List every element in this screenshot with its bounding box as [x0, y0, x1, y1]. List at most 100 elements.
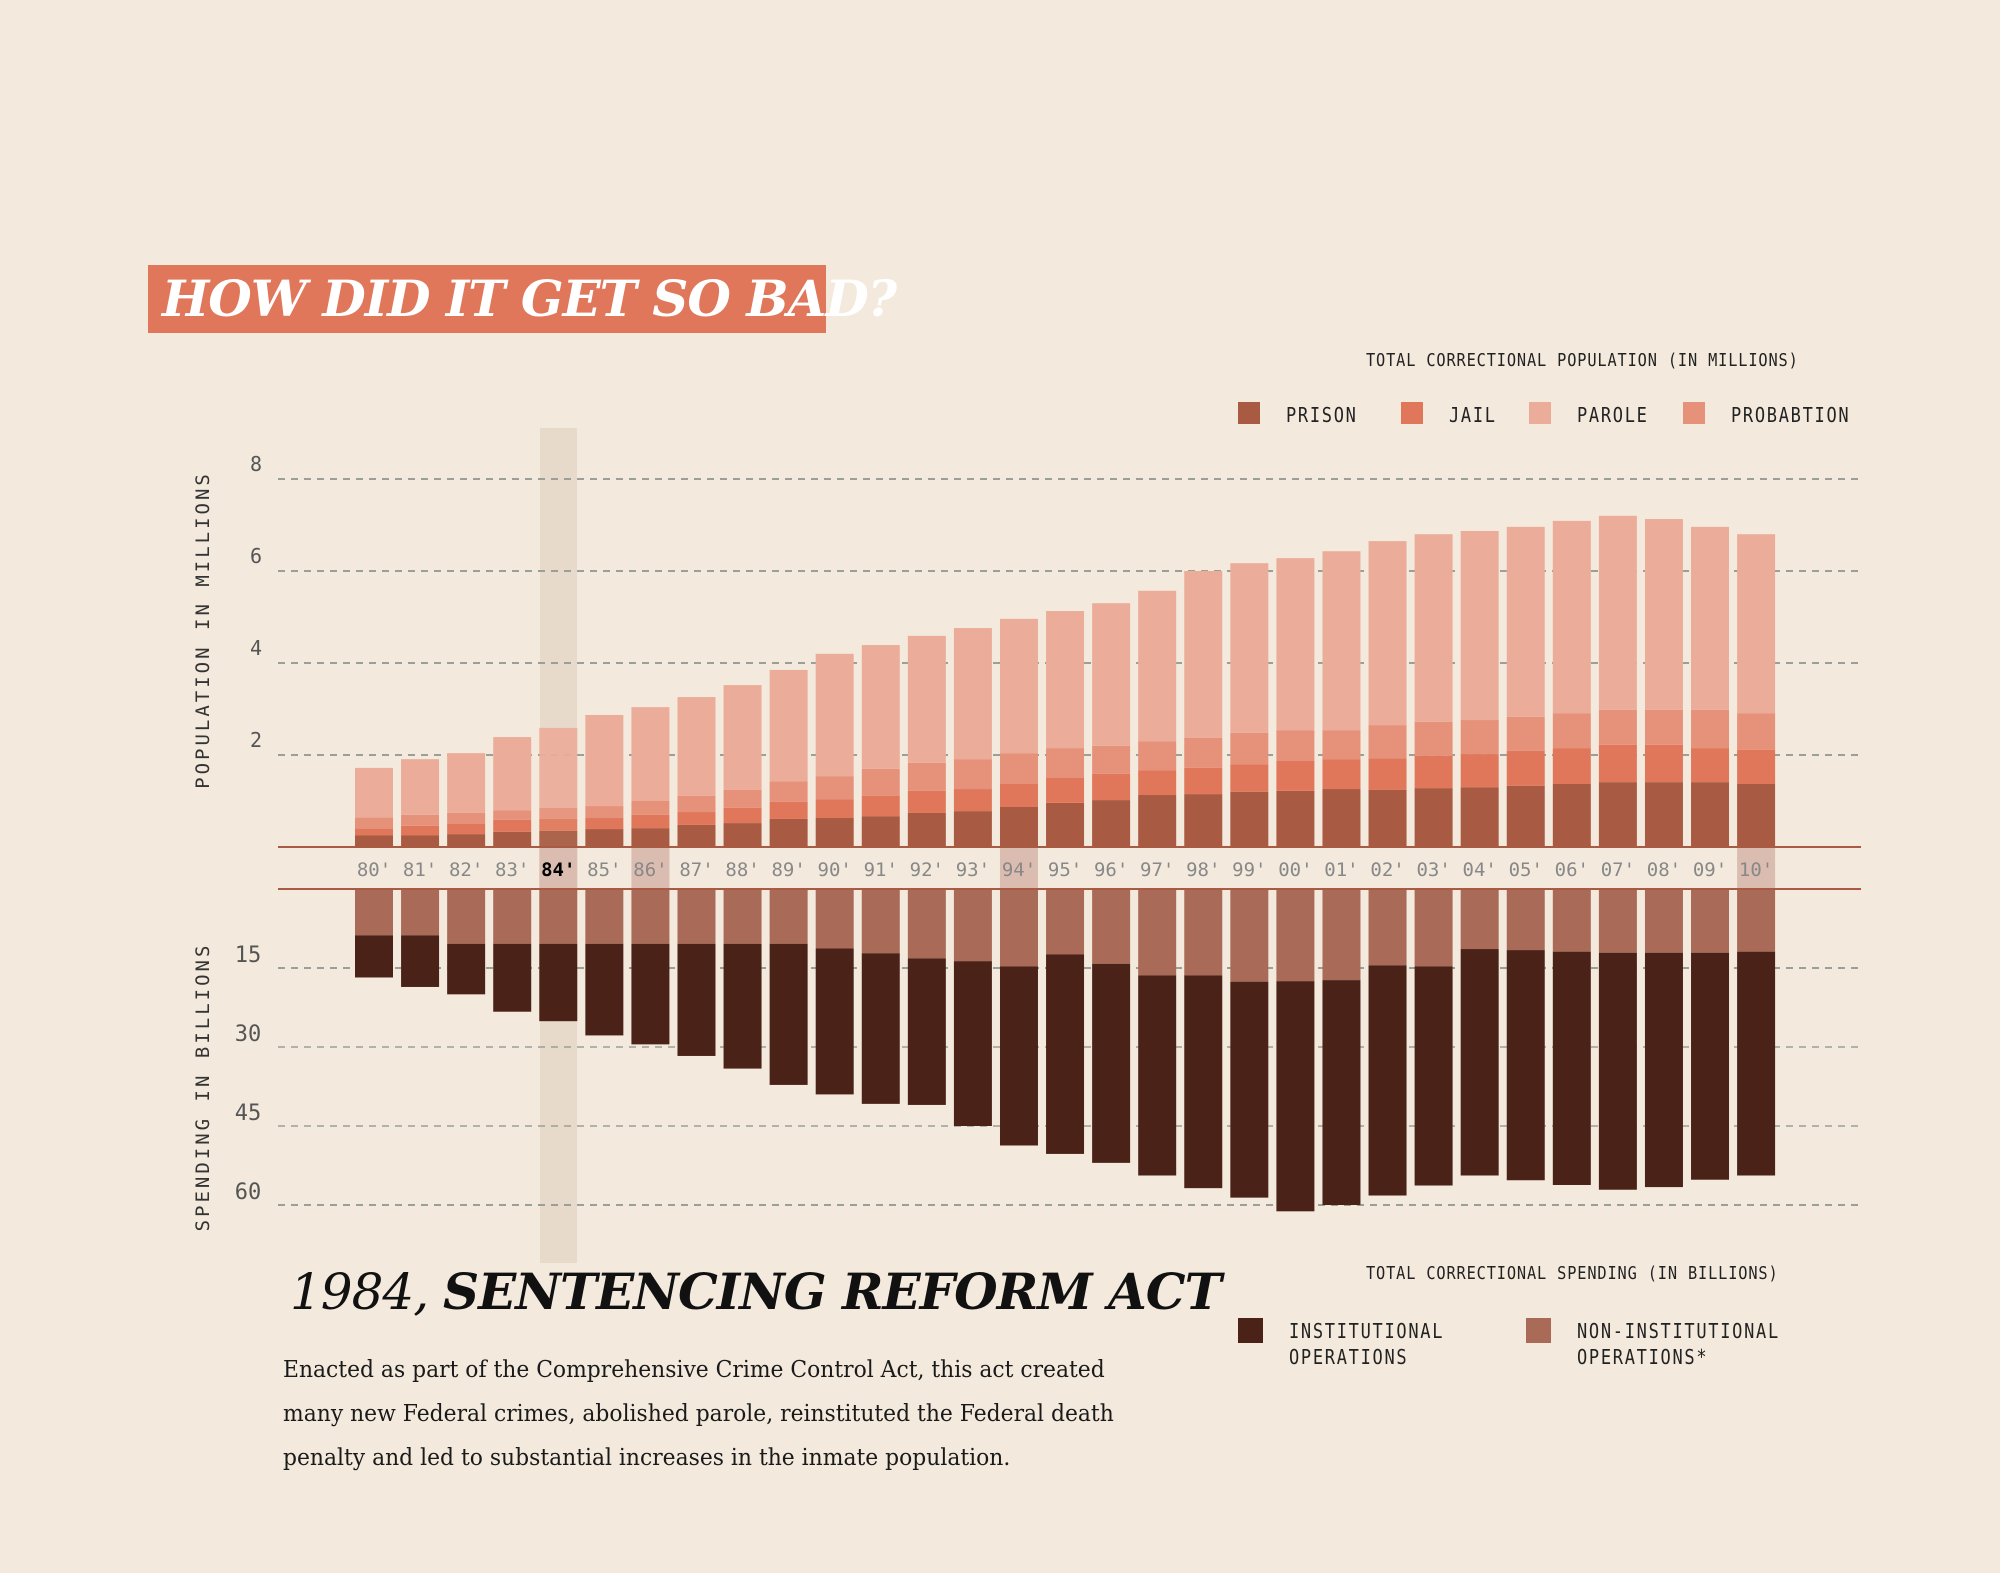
bar-probation-97	[1138, 741, 1177, 771]
year-label: 92'	[910, 859, 944, 881]
legend-item-non-institutional: NON-INSTITUTIONAL OPERATIONS*	[1526, 1318, 1816, 1370]
y-tick-label: 6	[250, 544, 262, 568]
jail-swatch	[1401, 402, 1423, 424]
non-institutional-swatch	[1526, 1318, 1551, 1343]
y-tick-label: 45	[235, 1101, 262, 1126]
bar-parole-05	[1506, 526, 1545, 717]
bar-probation-02	[1368, 725, 1407, 759]
bar-institutional-91	[861, 953, 900, 1104]
bar-non_institutional-90	[815, 889, 854, 949]
bar-probation-07	[1598, 709, 1637, 745]
bar-probation-86	[631, 801, 670, 815]
bar-jail-90	[815, 799, 854, 819]
bar-jail-84	[539, 818, 578, 831]
legend-item-jail: JAIL	[1401, 402, 1505, 428]
bar-jail-86	[631, 814, 670, 829]
probation-swatch	[1683, 402, 1705, 424]
bar-institutional-93	[953, 961, 992, 1126]
bar-parole-01	[1322, 551, 1361, 731]
bar-prison-87	[677, 824, 716, 847]
year-label: 89'	[771, 859, 805, 881]
bar-jail-02	[1368, 758, 1407, 790]
year-label: 10'	[1739, 859, 1773, 881]
year-label: 83'	[495, 859, 529, 881]
bar-parole-96	[1092, 603, 1131, 746]
bar-parole-80	[355, 767, 393, 818]
bar-non_institutional-84	[539, 889, 578, 944]
bar-jail-87	[677, 812, 716, 825]
year-label: 90'	[818, 859, 852, 881]
year-label: 95'	[1048, 859, 1082, 881]
spending-y-axis-label: SPENDING IN BILLIONS	[192, 943, 214, 1232]
bar-institutional-84	[539, 943, 578, 1022]
bar-parole-82	[447, 753, 486, 813]
bar-prison-89	[769, 818, 808, 847]
legend-item-prison: PRISON	[1238, 402, 1370, 428]
bar-parole-88	[723, 685, 762, 790]
bar-probation-80	[355, 817, 393, 829]
legend-label-non-institutional: NON-INSTITUTIONAL OPERATIONS*	[1577, 1319, 1780, 1369]
bar-institutional-92	[907, 958, 946, 1105]
bar-prison-07	[1598, 782, 1637, 847]
bar-prison-01	[1322, 789, 1361, 847]
bar-institutional-95	[1046, 954, 1085, 1154]
year-label: 02'	[1370, 859, 1404, 881]
bar-non_institutional-80	[355, 889, 393, 936]
bar-jail-93	[953, 789, 992, 812]
bar-non_institutional-92	[907, 889, 946, 959]
year-label: 82'	[449, 859, 483, 881]
year-label-shade	[1737, 848, 1776, 889]
year-label: 97'	[1140, 859, 1174, 881]
bar-non_institutional-85	[585, 889, 624, 944]
bar-non_institutional-94	[999, 889, 1038, 967]
bar-probation-95	[1046, 748, 1085, 778]
bar-prison-00	[1276, 790, 1315, 847]
bar-institutional-99	[1230, 981, 1269, 1198]
bar-probation-90	[815, 776, 854, 800]
bar-parole-94	[999, 618, 1038, 754]
bar-non_institutional-04	[1460, 889, 1499, 950]
population-y-axis-label: POPULATION IN MILLIONS	[192, 471, 214, 789]
year-label: 84'	[541, 859, 575, 881]
bar-prison-93	[953, 811, 992, 847]
bar-probation-03	[1414, 721, 1453, 756]
bar-non_institutional-03	[1414, 889, 1453, 967]
bar-prison-90	[815, 818, 854, 847]
bar-parole-86	[631, 707, 670, 801]
bar-institutional-02	[1368, 965, 1407, 1196]
bar-non_institutional-09	[1691, 889, 1730, 953]
bar-prison-97	[1138, 795, 1177, 847]
bar-jail-06	[1552, 748, 1591, 784]
bar-institutional-85	[585, 943, 624, 1036]
spending-bars	[355, 889, 1776, 1212]
bar-jail-89	[769, 801, 808, 819]
bar-prison-95	[1046, 802, 1085, 847]
year-label: 88'	[725, 859, 759, 881]
bar-parole-98	[1184, 571, 1223, 738]
bar-institutional-00	[1276, 981, 1315, 1212]
legend-label-prison: PRISON	[1286, 403, 1358, 427]
year-label: 81'	[403, 859, 437, 881]
event-year: 1984,	[290, 1263, 429, 1321]
legend-item-parole: PAROLE	[1529, 402, 1661, 428]
bar-non_institutional-05	[1506, 889, 1545, 951]
bar-institutional-03	[1414, 966, 1453, 1186]
bar-institutional-10	[1737, 951, 1776, 1176]
bar-institutional-83	[493, 943, 532, 1012]
bar-non_institutional-10	[1737, 889, 1776, 952]
bar-parole-93	[953, 628, 992, 760]
bar-jail-01	[1322, 759, 1361, 790]
prison-swatch	[1238, 402, 1260, 424]
bar-parole-83	[493, 737, 532, 811]
y-tick-label: 30	[235, 1022, 262, 1047]
bar-prison-10	[1737, 783, 1776, 847]
population-bars	[355, 515, 1776, 847]
bar-parole-10	[1737, 534, 1776, 714]
bar-non_institutional-99	[1230, 889, 1269, 982]
bar-non_institutional-07	[1598, 889, 1637, 953]
bar-parole-08	[1644, 519, 1683, 710]
year-label: 98'	[1186, 859, 1220, 881]
bar-institutional-09	[1691, 952, 1730, 1180]
bar-prison-92	[907, 812, 946, 847]
bar-probation-05	[1506, 716, 1545, 751]
